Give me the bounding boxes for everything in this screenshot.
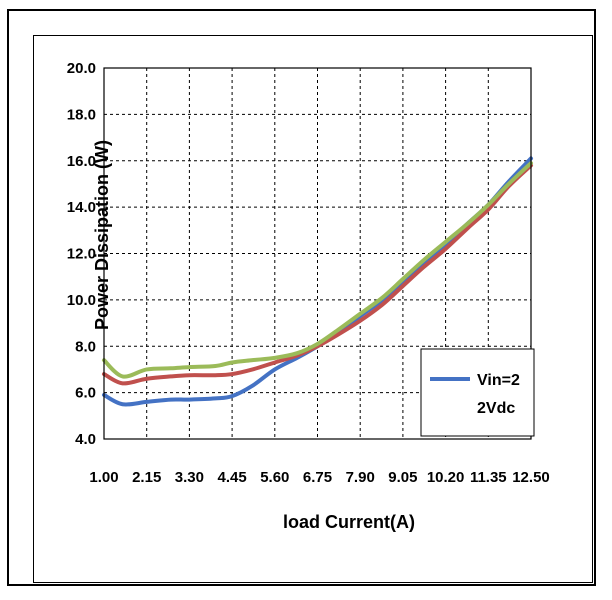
y-axis-title: Power Dissipation (W) [92, 140, 112, 330]
y-tick-label: 18.0 [67, 106, 96, 123]
x-tick-label: 3.30 [175, 469, 204, 486]
x-tick-label: 10.20 [427, 469, 465, 486]
series-lines [102, 156, 533, 407]
y-tick-label: 12.0 [67, 246, 96, 263]
x-tick-label: 11.35 [470, 469, 507, 486]
x-tick-label: 9.05 [388, 469, 417, 486]
y-tick-label: 20.0 [67, 60, 96, 77]
x-tick-label: 12.50 [512, 469, 550, 486]
y-tick-label: 14.0 [67, 199, 96, 216]
y-axis-ticks: 4.0 6.0 8.0 10.0 12.0 14.0 16.0 18.0 20.0 [67, 60, 96, 448]
x-axis-ticks: 1.00 2.15 3.30 4.45 5.60 6.75 7.90 9.05 10.20 11.… [89, 469, 549, 486]
chart-frame [7, 9, 596, 586]
chart-area-border [33, 35, 593, 583]
x-tick-label: 2.15 [132, 469, 161, 486]
legend-box [420, 348, 535, 437]
y-tick-label: 4.0 [75, 431, 96, 448]
x-tick-label: 7.90 [346, 469, 375, 486]
x-axis-title: load Current(A) [283, 512, 415, 532]
y-tick-label: 16.0 [67, 153, 96, 170]
legend-label-line1: Vin=2 [477, 372, 520, 389]
x-tick-label: 6.75 [303, 469, 332, 486]
x-tick-label: 5.60 [260, 469, 289, 486]
legend: Vin=2 2Vdc [420, 348, 535, 437]
x-tick-label: 4.45 [217, 469, 246, 486]
y-tick-label: 6.0 [75, 385, 96, 402]
y-tick-label: 10.0 [67, 292, 96, 309]
series-line-2 [102, 161, 533, 379]
legend-label-line2: 2Vdc [477, 400, 515, 417]
x-tick-label: 1.00 [89, 469, 118, 486]
series-line-1 [102, 163, 533, 386]
y-tick-label: 8.0 [75, 338, 96, 355]
plot-area-outline [103, 67, 532, 440]
